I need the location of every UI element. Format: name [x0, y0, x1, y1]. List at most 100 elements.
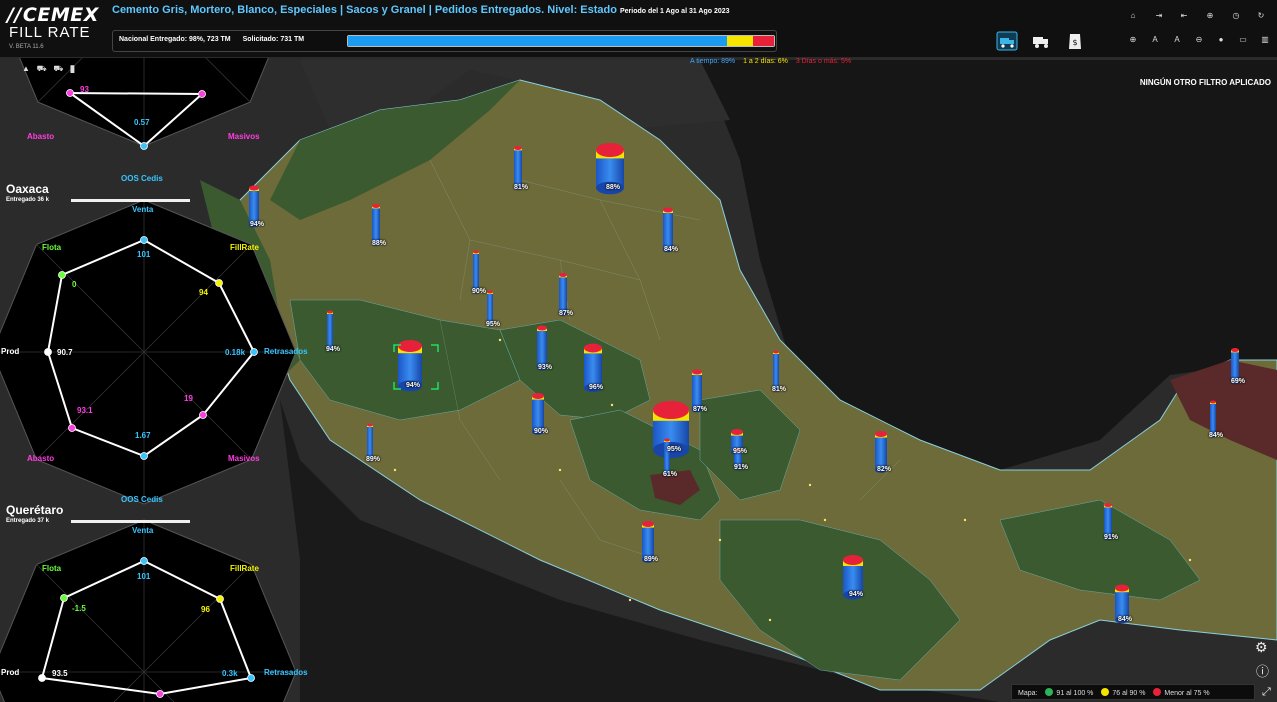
info-icon[interactable]: ⓘ: [1256, 664, 1270, 679]
state-cylinder-bar[interactable]: [843, 560, 863, 595]
cylinder-base: [875, 467, 887, 473]
zoom-out-icon[interactable]: ⊖: [1195, 35, 1203, 44]
cylinder-top: [653, 401, 689, 419]
state-cylinder-bar[interactable]: [664, 440, 670, 475]
text-a-icon[interactable]: A: [1174, 35, 1180, 44]
radar-point: [250, 348, 258, 356]
export-icon[interactable]: ⇥: [1155, 11, 1163, 20]
state-fillrate-label: 94%: [250, 221, 265, 228]
radar-point: [60, 594, 68, 602]
radar-point: [199, 411, 207, 419]
cylinder-base: [642, 557, 654, 563]
refresh-icon[interactable]: ↻: [1257, 11, 1265, 20]
money-bag-icon[interactable]: $: [1064, 31, 1086, 51]
state-cylinder-bar[interactable]: [532, 396, 544, 432]
state-fillrate-label: 95%: [667, 446, 682, 453]
radar-frame: [0, 519, 295, 702]
settings-icon[interactable]: ⚙: [1255, 639, 1268, 655]
state-cylinder-bar[interactable]: [473, 252, 479, 292]
cylinder-top: [249, 185, 259, 191]
card-icon[interactable]: ▭: [1239, 35, 1247, 44]
radar-spoke: [143, 244, 252, 353]
state-cylinder-bar[interactable]: [584, 348, 602, 388]
chart-icon[interactable]: ▲: [22, 64, 30, 73]
version-label: V. BETA 11.6: [9, 44, 44, 50]
cylinder-top: [692, 369, 702, 375]
state-fillrate-label: 96%: [589, 384, 604, 391]
text-a-icon[interactable]: A: [1152, 35, 1158, 44]
radar-spoke: [205, 58, 251, 103]
state-cylinder-bar[interactable]: [773, 352, 779, 390]
state-cylinder-bar[interactable]: [1115, 588, 1129, 620]
delivery-truck-icon[interactable]: ⛟: [53, 64, 64, 73]
radar-axis-oos: OOS Cedis: [121, 495, 163, 504]
cylinder-base: [1210, 434, 1216, 438]
state-cylinder-bar[interactable]: [367, 425, 373, 460]
radar-point: [58, 271, 66, 279]
pin-icon[interactable]: ●: [1218, 35, 1224, 44]
home-icon[interactable]: ⌂: [1130, 11, 1136, 20]
money-bag-icon[interactable]: ▮: [70, 64, 75, 73]
cylinder-top: [327, 310, 333, 314]
state-cylinder-bar[interactable]: [731, 432, 743, 452]
state-delivered-queretaro: Entregado 37 k: [6, 518, 50, 524]
state-cylinder-bar[interactable]: [692, 372, 702, 410]
state-cylinder-bar[interactable]: [559, 275, 567, 314]
state-delivered-oaxaca: Entregado 36 k: [6, 197, 50, 203]
state-cylinder-bar[interactable]: [734, 450, 742, 468]
cylinder-top: [875, 431, 887, 437]
cylinder-base: [398, 380, 422, 392]
state-cylinder-bar[interactable]: [663, 210, 673, 250]
radar-value-venta: 101: [137, 572, 151, 581]
state-radar-panel[interactable]: ▲ ⛟ ⛟ ▮ 93 0.57 Abasto Masivos OOS Cedis…: [0, 58, 308, 702]
cylinder-top: [537, 325, 547, 331]
state-fillrate-label: 94%: [326, 346, 341, 353]
state-cylinder-bar[interactable]: [537, 328, 547, 368]
state-cylinder-bar[interactable]: [642, 524, 654, 560]
chart-icon[interactable]: ▥: [1261, 35, 1269, 44]
state-cylinder-bar[interactable]: [1104, 505, 1112, 538]
radar-point: [140, 452, 148, 460]
state-cylinder-bar[interactable]: [875, 434, 887, 470]
state-cylinder-bar[interactable]: [327, 312, 333, 350]
cylinder-base: [596, 181, 624, 195]
legend-dot-green: [1045, 688, 1054, 696]
cylinder-base: [1104, 536, 1112, 540]
state-cylinder-bar[interactable]: [487, 292, 493, 325]
clock-icon[interactable]: ◷: [1232, 11, 1240, 20]
radar-spoke: [36, 244, 145, 353]
truck-mixer-icon[interactable]: [996, 31, 1018, 51]
state-fillrate-label: 84%: [1209, 432, 1224, 439]
legend-dot-red: [1153, 688, 1162, 696]
delivery-truck-icon[interactable]: [1030, 31, 1052, 51]
mini-toolbar: ▲ ⛟ ⛟ ▮: [22, 64, 75, 74]
truck-mixer-icon[interactable]: ⛟: [36, 64, 47, 73]
progress-on-time: [348, 36, 728, 46]
fullscreen-icon[interactable]: ⤢: [1262, 686, 1271, 698]
state-fillrate-label: 90%: [472, 288, 487, 295]
state-cylinder-bar[interactable]: [1231, 350, 1239, 382]
cylinder-top: [734, 448, 742, 452]
state-cylinder-bar[interactable]: [249, 188, 259, 225]
delivery-time-legend: A tiempo: 89% 1 a 2 días: 6% 3 Días o má…: [690, 58, 857, 65]
legend-dot-yellow: [1101, 688, 1110, 696]
radar-value-abasto: 93.1: [77, 406, 93, 415]
cylinder-base: [473, 290, 479, 294]
add-icon[interactable]: ⊕: [1129, 35, 1137, 44]
radar-point: [247, 674, 255, 682]
radar-value-flota: -1.5: [72, 604, 86, 613]
zoom-in-icon[interactable]: ⊕: [1206, 11, 1214, 20]
state-fillrate-label: 69%: [1231, 378, 1246, 385]
cylinder-base: [559, 312, 567, 316]
radar-value-fillrate: 94: [199, 288, 208, 297]
state-cylinder-bar[interactable]: [372, 206, 380, 244]
radar-axis-abasto: Abasto: [27, 454, 55, 463]
state-cylinder-bar[interactable]: [514, 148, 522, 188]
state-cylinder-bar[interactable]: [1210, 402, 1216, 436]
legend-title: Mapa:: [1018, 690, 1038, 697]
state-fillrate-label: 84%: [1118, 616, 1133, 623]
import-icon[interactable]: ⇤: [1180, 11, 1188, 20]
cylinder-top: [473, 250, 479, 254]
svg-text:$: $: [1072, 38, 1077, 47]
